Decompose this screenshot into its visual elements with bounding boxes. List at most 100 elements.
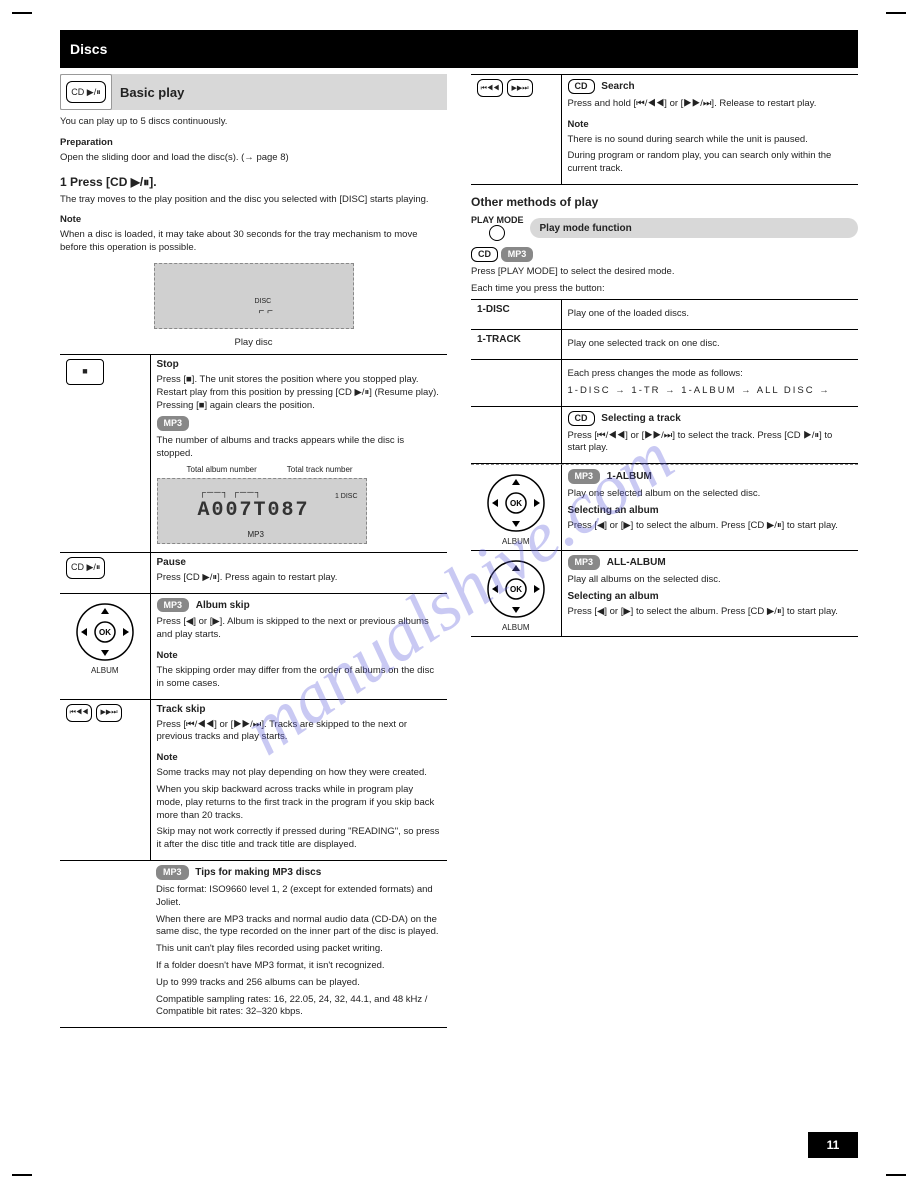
step1-text: The tray moves to the play position and … xyxy=(60,194,447,207)
right-column: ⏮◀◀ ▶▶⏭ CD Search Press and hold [⏮/◀◀] … xyxy=(471,74,858,1028)
album-label: ALBUM xyxy=(66,666,144,675)
album-control-icon[interactable]: OK xyxy=(484,471,548,535)
table-row: CD ▶/⏸ Pause Press [CD ▶/⏸]. Press again… xyxy=(60,552,447,593)
track-skip-note-title: Note xyxy=(157,752,442,763)
mp3-tips-title: Tips for making MP3 discs xyxy=(195,867,321,878)
cd-badge: CD xyxy=(568,411,595,426)
bracket-icon: ┌──┐ ┌──┐ xyxy=(200,487,263,497)
cd-badge: CD xyxy=(471,247,498,262)
mp3-badge: MP3 xyxy=(568,555,601,570)
table-row: MP3 Tips for making MP3 discs Disc forma… xyxy=(60,861,447,1028)
next-button[interactable]: ▶▶⏭ xyxy=(507,79,533,97)
header-title: Discs xyxy=(70,41,107,57)
mp3-badge: MP3 xyxy=(568,469,601,484)
cd-play-pause-button[interactable]: CD ▶/⏸ xyxy=(66,557,105,579)
table-row: 1-DISC Play one of the loaded discs. xyxy=(471,300,858,330)
svg-text:OK: OK xyxy=(510,585,522,594)
track-skip-note3: Skip may not work correctly if pressed d… xyxy=(157,826,442,852)
mode-sequence: 1-DISC → 1-TR → 1-ALBUM → ALL DISC → xyxy=(568,385,853,398)
search-table: ⏮◀◀ ▶▶⏭ CD Search Press and hold [⏮/◀◀] … xyxy=(471,74,858,185)
playmode-gray-title: Play mode function xyxy=(530,218,858,238)
mp3-badge: MP3 xyxy=(157,598,190,613)
segment-display: A007T087 xyxy=(198,499,310,522)
one-album-subtitle: Selecting an album xyxy=(568,505,659,516)
album-skip-note: The skipping order may differ from the o… xyxy=(157,665,442,691)
mp3-badge: MP3 xyxy=(501,247,534,262)
basic-play-title: Basic play xyxy=(120,85,184,100)
step1-title: 1 Press [CD ▶/⏸]. xyxy=(60,175,447,190)
album-skip-text: Press [◀] or [▶]. Album is skipped to th… xyxy=(157,616,442,642)
display-panel-1: DISC ⌐ ⌐ xyxy=(154,263,354,329)
prev-button[interactable]: ⏮◀◀ xyxy=(66,704,92,722)
page-number: 11 xyxy=(808,1132,858,1158)
all-album-label: ALL-ALBUM xyxy=(607,557,666,568)
one-disc-label: 1-DISC xyxy=(477,304,510,315)
search-note2: During program or random play, you can s… xyxy=(568,150,853,176)
playmode-table: 1-DISC Play one of the loaded discs. 1-T… xyxy=(471,299,858,464)
select-track-text: Press [⏮/◀◀] or [▶▶/⏭] to select the tra… xyxy=(568,430,853,456)
preparation-text: Open the sliding door and load the disc(… xyxy=(60,152,447,165)
table-row: ■ Stop Press [■]. The unit stores the po… xyxy=(60,354,447,552)
disc-label: DISC xyxy=(255,298,272,305)
playmode-text2: Each time you press the button: xyxy=(471,283,858,296)
display-caption: Play disc xyxy=(60,337,447,350)
mode-seq-text: Each press changes the mode as follows: xyxy=(568,368,853,381)
one-album-label: 1-ALBUM xyxy=(607,471,652,482)
caption-track: Total track number xyxy=(287,465,353,474)
all-album-subtext: Press [◀] or [▶] to select the album. Pr… xyxy=(568,606,853,619)
track-skip-note2: When you skip backward across tracks whi… xyxy=(157,784,442,822)
table-row: OK ALBUM MP3 Album skip Press [◀] xyxy=(60,593,447,699)
album-control-icon[interactable]: OK xyxy=(484,557,548,621)
cd-play-pause-button[interactable]: CD ▶/⏸ xyxy=(66,81,105,103)
caption-album: Total album number xyxy=(187,465,257,474)
search-text: Press and hold [⏮/◀◀] or [▶▶/⏭]. Release… xyxy=(568,98,853,111)
next-button[interactable]: ▶▶⏭ xyxy=(96,704,122,722)
mp3-tip-1: Disc format: ISO9660 level 1, 2 (except … xyxy=(156,884,441,910)
mp3-badge: MP3 xyxy=(156,865,189,880)
table-row: ⏮◀◀ ▶▶⏭ Track skip Press [⏮/◀◀] or [▶▶/⏭… xyxy=(60,699,447,861)
mp3-tip-3: This unit can't play files recorded usin… xyxy=(156,943,441,956)
display-panel-2: ┌──┐ ┌──┐ A007T087 1 DISC MP3 xyxy=(157,478,367,544)
stop-mp3-text: The number of albums and tracks appears … xyxy=(157,435,442,461)
select-track-title: Selecting a track xyxy=(601,413,680,424)
album-skip-title: Album skip xyxy=(196,600,250,611)
table-row: OK ALBUM MP3 1-ALBUM Play one sele xyxy=(471,465,858,551)
album-control-icon[interactable]: OK xyxy=(73,600,137,664)
album-table: OK ALBUM MP3 1-ALBUM Play one sele xyxy=(471,465,858,637)
stop-text: Press [■]. The unit stores the position … xyxy=(157,374,442,412)
disc-tick-icon: ⌐ ⌐ xyxy=(259,306,273,317)
prev-button[interactable]: ⏮◀◀ xyxy=(477,79,503,97)
all-album-text: Play all albums on the selected disc. xyxy=(568,574,853,587)
other-methods-subhead: Other methods of play xyxy=(471,195,858,209)
playmode-button[interactable] xyxy=(489,225,505,241)
cd-play-button-icon: CD ▶/⏸ xyxy=(60,74,112,110)
stop-button[interactable]: ■ xyxy=(66,359,104,385)
preparation-title: Preparation xyxy=(60,137,447,148)
cd-badge: CD xyxy=(568,79,595,94)
pause-title: Pause xyxy=(157,557,186,568)
table-row: ⏮◀◀ ▶▶⏭ CD Search Press and hold [⏮/◀◀] … xyxy=(471,75,858,185)
playmode-text1: Press [PLAY MODE] to select the desired … xyxy=(471,266,858,279)
track-skip-text: Press [⏮/◀◀] or [▶▶/⏭]. Tracks are skipp… xyxy=(157,719,442,745)
one-track-text: Play one selected track on one disc. xyxy=(568,338,853,351)
step1-note-text: When a disc is loaded, it may take about… xyxy=(60,229,447,255)
one-album-text: Play one selected album on the selected … xyxy=(568,488,853,501)
mp3-badge: MP3 xyxy=(157,416,190,431)
mp3-tip-4: If a folder doesn't have MP3 format, it … xyxy=(156,960,441,973)
svg-text:OK: OK xyxy=(510,499,522,508)
left-function-table: ■ Stop Press [■]. The unit stores the po… xyxy=(60,354,447,1028)
seg-right: 1 DISC xyxy=(335,493,358,500)
playmode-label: PLAY MODE xyxy=(471,215,524,225)
stop-title: Stop xyxy=(157,359,179,370)
one-album-subtext: Press [◀] or [▶] to select the album. Pr… xyxy=(568,520,853,533)
basic-play-header: CD ▶/⏸ Basic play xyxy=(60,74,447,110)
track-skip-note1: Some tracks may not play depending on ho… xyxy=(157,767,442,780)
one-disc-text: Play one of the loaded discs. xyxy=(568,308,853,321)
intro-text: You can play up to 5 discs continuously. xyxy=(60,116,447,129)
mp3-tip-6: Compatible sampling rates: 16, 22.05, 24… xyxy=(156,994,441,1020)
album-label: ALBUM xyxy=(477,537,555,546)
svg-text:OK: OK xyxy=(99,628,111,637)
search-note-title: Note xyxy=(568,119,853,130)
table-row: 1-TRACK Play one selected track on one d… xyxy=(471,330,858,360)
album-skip-note-title: Note xyxy=(157,650,442,661)
